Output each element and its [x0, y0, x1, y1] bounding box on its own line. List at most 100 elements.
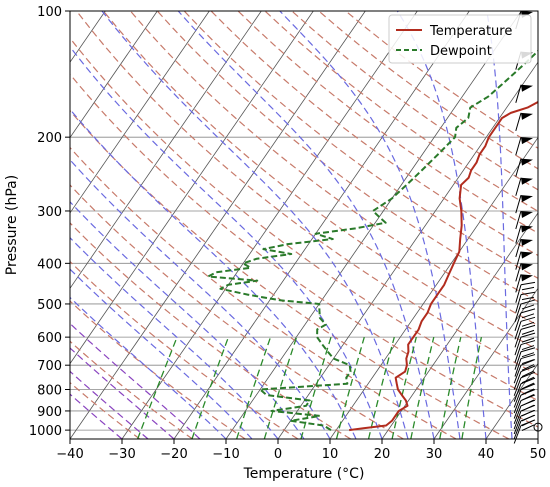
wind-barb [514, 354, 536, 377]
legend: Temperature Dewpoint [388, 14, 532, 64]
mixing-ratio-line [136, 336, 178, 439]
x-tick-label: −40 [56, 447, 83, 462]
moist-adiabat-line [486, 11, 513, 439]
isotherm-line [70, 11, 314, 365]
moist-adiabat-line [70, 322, 201, 439]
isotherm-line [121, 11, 418, 439]
dry-adiabat-line [156, 11, 538, 303]
y-tick-label: 300 [37, 205, 62, 220]
legend-dewpoint-label: Dewpoint [430, 44, 492, 59]
isotherm-line [485, 362, 538, 439]
dry-adiabat-line [70, 381, 141, 439]
wind-barb [513, 371, 536, 396]
mixing-ratio-line [335, 336, 365, 439]
moist-adiabat-line [70, 268, 253, 439]
x-tick-label: −10 [212, 447, 239, 462]
y-axis-label: Pressure (hPa) [4, 175, 20, 275]
series-lines [207, 49, 538, 432]
mixing-ratio-line [236, 336, 272, 439]
moist-adiabat-line [396, 11, 487, 439]
background-lines [0, 11, 538, 439]
wind-barb [514, 308, 536, 331]
x-tick-label: 30 [426, 447, 443, 462]
y-tick-label: 200 [37, 131, 62, 146]
plot-frame [69, 10, 539, 440]
moist-adiabat-line [70, 108, 357, 439]
y-tick-label: 400 [37, 257, 62, 272]
dry-adiabat-line [70, 73, 538, 428]
moist-adiabat-line [70, 236, 279, 439]
x-tick-label: 0 [274, 447, 282, 462]
dry-adiabat-line [70, 109, 510, 439]
x-tick-label: 50 [530, 447, 547, 462]
isotherm-line [70, 11, 262, 289]
dry-adiabat-line [70, 184, 404, 439]
temperature-series-line [349, 100, 538, 432]
isotherm-line [433, 287, 538, 439]
isotherm-line [277, 61, 538, 439]
legend-box [388, 14, 532, 64]
x-axis-ticks: −40 −30 −20 −10 0 10 20 30 40 50 [56, 439, 546, 462]
wind-barb [515, 238, 533, 258]
x-axis-label: Temperature (°C) [243, 466, 365, 482]
wind-barb [515, 291, 536, 313]
dry-adiabat-line [70, 340, 193, 439]
wind-barb [514, 316, 536, 340]
dry-adiabat-line [70, 300, 246, 439]
mixing-ratio-line [191, 336, 230, 439]
dry-adiabat-line [210, 11, 538, 257]
dry-adiabat-line [291, 11, 538, 191]
dry-adiabat-line [70, 260, 299, 439]
isotherm-line [70, 11, 158, 139]
dry-adiabat-line [70, 37, 538, 402]
wind-barb [515, 158, 533, 177]
x-tick-label: −30 [108, 447, 135, 462]
mixing-ratio-line [461, 337, 483, 439]
dry-adiabat-line [183, 11, 538, 279]
isotherm-line [0, 11, 1, 439]
y-tick-label: 100 [37, 5, 62, 20]
y-tick-label: 500 [37, 298, 62, 313]
wind-barb [515, 84, 533, 103]
wind-barb [515, 112, 533, 132]
isotherm-line [70, 11, 366, 439]
mixing-ratio-line [439, 336, 462, 439]
dry-adiabat-line [102, 11, 538, 351]
moist-adiabat-line [70, 45, 383, 439]
mixing-ratio-line [263, 336, 298, 439]
mixing-ratio-line [300, 336, 332, 439]
y-tick-label: 700 [37, 359, 62, 374]
moist-adiabat-line [70, 347, 175, 439]
moist-adiabat-line [70, 393, 123, 439]
wind-barb [515, 137, 533, 156]
y-tick-label: 1000 [29, 424, 62, 439]
dry-adiabat-line [70, 146, 457, 439]
wind-barb [514, 340, 536, 363]
wind-barb [515, 281, 536, 303]
y-tick-label: 600 [37, 331, 62, 346]
dewpoint-series-line [207, 49, 538, 431]
moist-adiabat-line [70, 370, 149, 439]
moist-adiabat-line [279, 11, 461, 439]
moist-adiabat-line [70, 158, 331, 439]
x-tick-label: −20 [160, 447, 187, 462]
wind-barb [513, 359, 536, 384]
wind-barbs [513, 10, 543, 444]
wind-barb [514, 347, 536, 370]
dry-adiabat-line [70, 222, 352, 439]
isotherm-line [173, 11, 470, 439]
wind-barb [515, 251, 533, 270]
wind-barb [515, 210, 533, 230]
wind-barb [515, 177, 533, 196]
x-tick-label: 20 [374, 447, 391, 462]
x-tick-label: 40 [478, 447, 495, 462]
wind-barb [515, 225, 533, 244]
y-tick-label: 900 [37, 405, 62, 420]
wind-barb [514, 332, 536, 356]
isotherm-line [70, 11, 210, 214]
moist-adiabat-line [177, 11, 435, 439]
wind-barb [513, 419, 536, 444]
legend-temperature-label: Temperature [429, 24, 512, 39]
wind-barb [513, 365, 536, 390]
